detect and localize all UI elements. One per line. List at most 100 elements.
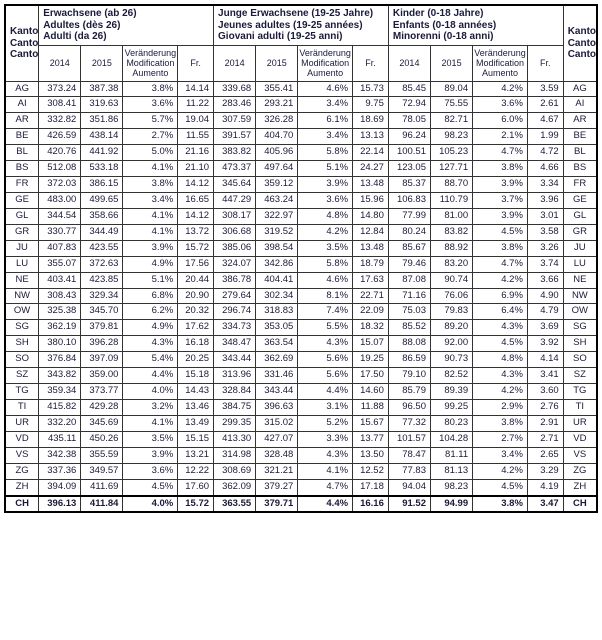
val-2014: 307.59 [214, 113, 256, 129]
val-mod: 3.8% [123, 81, 178, 97]
val-fr: 13.48 [353, 240, 389, 256]
sub-mod-k: VeränderungModificationAumento [473, 45, 528, 81]
val-2015: 90.73 [431, 352, 473, 368]
val-mod: 4.2% [298, 224, 353, 240]
val-mod: 4.3% [473, 368, 528, 384]
val-2014: 77.99 [388, 208, 430, 224]
val-2015: 318.83 [256, 304, 298, 320]
table-row: FR372.03386.153.8%14.12345.64359.123.9%1… [5, 177, 597, 193]
val-fr: 3.01 [527, 208, 563, 224]
val-2015: 404.70 [256, 129, 298, 145]
val-2014: 100.51 [388, 145, 430, 161]
val-mod: 3.3% [298, 431, 353, 447]
val-2014: 101.57 [388, 431, 430, 447]
canton-code-right: VD [563, 431, 597, 447]
canton-code-right: GE [563, 192, 597, 208]
val-2015: 362.69 [256, 352, 298, 368]
canton-code-right: LU [563, 256, 597, 272]
val-2015: 396.28 [81, 336, 123, 352]
canton-code: TI [5, 399, 39, 415]
canton-code-right: AR [563, 113, 597, 129]
val-2015: 319.63 [81, 97, 123, 113]
val-2015: 351.86 [81, 113, 123, 129]
val-2015: 76.06 [431, 288, 473, 304]
val-2014: 283.46 [214, 97, 256, 113]
val-2015: 450.26 [81, 431, 123, 447]
val-2015: 82.52 [431, 368, 473, 384]
header-group-young: Junge Erwachsene (19-25 Jahre) Jeunes ad… [214, 5, 389, 45]
val-2015: 92.00 [431, 336, 473, 352]
val-mod: 3.8% [473, 161, 528, 177]
val-2015: 423.55 [81, 240, 123, 256]
val-fr: 14.43 [178, 384, 214, 400]
val-mod: 3.4% [298, 129, 353, 145]
table-row: JU407.83423.553.9%15.72385.06398.543.5%1… [5, 240, 597, 256]
val-fr: 17.50 [353, 368, 389, 384]
table-row: NE403.41423.855.1%20.44386.78404.414.6%1… [5, 272, 597, 288]
canton-code-right: BE [563, 129, 597, 145]
val-2014: 473.37 [214, 161, 256, 177]
val-2014: 85.79 [388, 384, 430, 400]
canton-code-right: SG [563, 320, 597, 336]
val-2015: 321.21 [256, 463, 298, 479]
val-fr: 17.60 [178, 479, 214, 495]
table-row: AR332.82351.865.7%19.04307.59326.286.1%1… [5, 113, 597, 129]
val-2015: 441.92 [81, 145, 123, 161]
sub-fr-b: Fr. [353, 45, 389, 81]
val-mod: 4.0% [123, 496, 178, 513]
sub-y2-k: 2015 [431, 45, 473, 81]
val-fr: 19.04 [178, 113, 214, 129]
val-2015: 80.23 [431, 415, 473, 431]
val-mod: 6.1% [298, 113, 353, 129]
val-2015: 105.23 [431, 145, 473, 161]
val-fr: 21.10 [178, 161, 214, 177]
val-fr: 14.12 [178, 208, 214, 224]
val-fr: 22.71 [353, 288, 389, 304]
val-2015: 88.70 [431, 177, 473, 193]
val-2014: 308.17 [214, 208, 256, 224]
canton-code-right: TG [563, 384, 597, 400]
val-mod: 3.6% [473, 97, 528, 113]
table-row: GR330.77344.494.1%13.72306.68319.524.2%1… [5, 224, 597, 240]
val-2015: 379.81 [81, 320, 123, 336]
val-fr: 2.61 [527, 97, 563, 113]
val-mod: 5.6% [298, 352, 353, 368]
val-fr: 20.25 [178, 352, 214, 368]
val-mod: 4.8% [473, 352, 528, 368]
val-fr: 20.32 [178, 304, 214, 320]
val-2015: 89.04 [431, 81, 473, 97]
canton-code-right: ZH [563, 479, 597, 495]
val-2015: 326.28 [256, 113, 298, 129]
val-mod: 2.9% [473, 399, 528, 415]
val-fr: 15.96 [353, 192, 389, 208]
val-2014: 324.07 [214, 256, 256, 272]
val-2014: 385.06 [214, 240, 256, 256]
val-fr: 2.65 [527, 447, 563, 463]
val-2014: 337.36 [39, 463, 81, 479]
val-2014: 96.50 [388, 399, 430, 415]
val-mod: 3.1% [298, 399, 353, 415]
val-mod: 4.2% [473, 463, 528, 479]
val-fr: 16.65 [178, 192, 214, 208]
val-2015: 386.15 [81, 177, 123, 193]
val-mod: 3.9% [298, 177, 353, 193]
table-row: VD435.11450.263.5%15.15413.30427.073.3%1… [5, 431, 597, 447]
canton-code: OW [5, 304, 39, 320]
val-fr: 18.79 [353, 256, 389, 272]
val-2015: 359.00 [81, 368, 123, 384]
val-2014: 71.16 [388, 288, 430, 304]
val-fr: 3.66 [527, 272, 563, 288]
canton-code: AR [5, 113, 39, 129]
canton-code: NE [5, 272, 39, 288]
val-fr: 3.96 [527, 192, 563, 208]
sub-y2-b: 2015 [256, 45, 298, 81]
canton-code-right: CH [563, 496, 597, 513]
val-fr: 3.29 [527, 463, 563, 479]
val-2014: 106.83 [388, 192, 430, 208]
val-2015: 75.55 [431, 97, 473, 113]
val-2014: 396.13 [39, 496, 81, 513]
sub-mod-b: VeränderungModificationAumento [298, 45, 353, 81]
val-mod: 4.6% [298, 81, 353, 97]
val-fr: 9.75 [353, 97, 389, 113]
val-mod: 4.4% [298, 496, 353, 513]
